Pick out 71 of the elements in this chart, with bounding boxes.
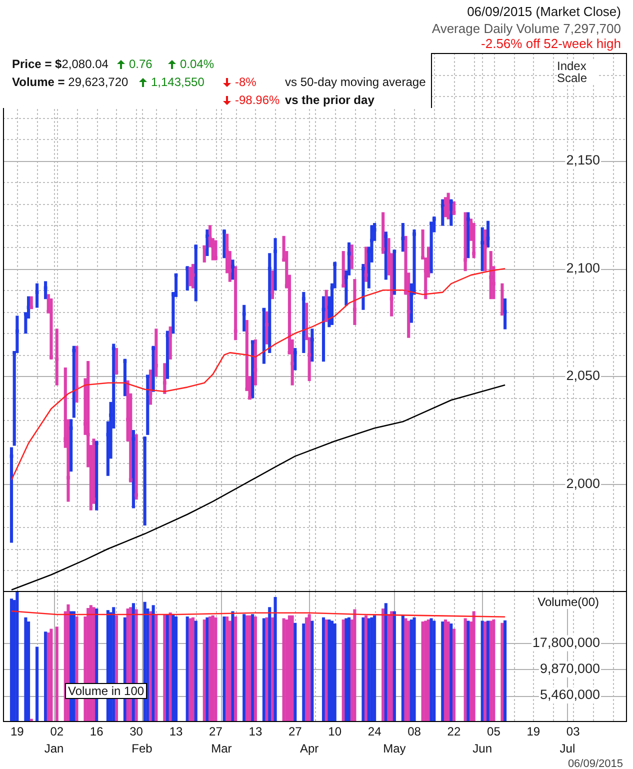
- text: 06/09/2015: [568, 758, 623, 769]
- bar: [274, 238, 277, 290]
- x-tick-label: 05: [487, 724, 501, 738]
- x-tick-label: 13: [248, 724, 262, 738]
- bar: [251, 342, 254, 398]
- x2-tick-label: Apr: [300, 741, 319, 756]
- x-tick-label: 30: [130, 724, 144, 738]
- x2-tick-label: Mar: [211, 741, 232, 756]
- x-tick-label: 02: [50, 724, 64, 738]
- bar: [70, 419, 73, 472]
- bar: [132, 430, 136, 508]
- annotation: 1,143,550: [151, 75, 204, 89]
- bar: [353, 279, 356, 325]
- annotation: -8%: [235, 75, 256, 89]
- annotation: Price = $2,080.04: [12, 57, 108, 71]
- text: 06/09/2015 (Market Close): [467, 4, 621, 19]
- y-tick-label: 17,800,000: [532, 634, 600, 650]
- y-tick-label: 2,100: [566, 260, 600, 276]
- x-tick-label: 16: [90, 724, 104, 738]
- y-tick-label: 9,870,000: [540, 661, 600, 676]
- annotation: Volume = 29,623,720: [12, 75, 128, 89]
- bar: [500, 283, 504, 314]
- bar: [392, 251, 396, 295]
- bar: [55, 328, 58, 386]
- x2-tick-label: Jun: [472, 741, 492, 756]
- annotation: -98.96%: [235, 93, 280, 107]
- x-tick-label: 08: [408, 724, 422, 738]
- bar: [222, 229, 226, 258]
- bar: [194, 244, 198, 302]
- x-tick-label: 03: [566, 724, 580, 738]
- bar: [166, 330, 170, 379]
- text: Average Daily Volume 7,297,700: [432, 21, 621, 36]
- y-tick-label: 2,050: [566, 368, 600, 384]
- x2-tick-label: Feb: [132, 741, 153, 756]
- x2-tick-label: Jul: [560, 741, 576, 756]
- bar: [322, 296, 326, 362]
- bar: [95, 440, 98, 510]
- bar: [262, 309, 266, 364]
- y-axis-title: Volume(00): [538, 595, 599, 609]
- y-tick-label: 2,150: [566, 152, 600, 168]
- bar: [302, 292, 306, 354]
- x2-tick-label: Jan: [44, 741, 64, 756]
- y-tick-label: 2,000: [566, 476, 600, 491]
- annotation: 0.76: [129, 57, 152, 71]
- bar: [421, 229, 424, 258]
- bar: [214, 240, 218, 260]
- y-axis-title: Index Scale: [557, 59, 597, 85]
- x2-tick-label: May: [383, 741, 406, 756]
- bar: [268, 253, 272, 354]
- bar: [466, 212, 470, 258]
- bar: [234, 266, 238, 340]
- x-tick-label: 19: [10, 724, 24, 738]
- annotation: vs the prior day: [285, 93, 374, 107]
- x-tick-label: 10: [328, 724, 342, 738]
- x-tick-label: 24: [368, 724, 382, 738]
- x-tick-label: 19: [526, 724, 540, 738]
- bar: [362, 264, 365, 310]
- bar: [10, 447, 14, 543]
- y-tick-label: 5,460,000: [540, 687, 600, 702]
- x-tick-label: 13: [169, 724, 184, 738]
- x-tick-label: 27: [288, 724, 302, 738]
- text: -2.56% off 52-week high: [481, 36, 621, 51]
- annotation: 0.04%: [180, 57, 214, 71]
- annotation: vs 50-day moving average: [285, 75, 426, 89]
- x-tick-label: 27: [209, 724, 223, 738]
- bar: [134, 434, 138, 500]
- bar: [12, 352, 16, 446]
- x-tick-label: 22: [447, 724, 461, 738]
- bar: [75, 346, 78, 403]
- annotation: Volume in 100: [65, 683, 148, 699]
- bar: [50, 298, 53, 360]
